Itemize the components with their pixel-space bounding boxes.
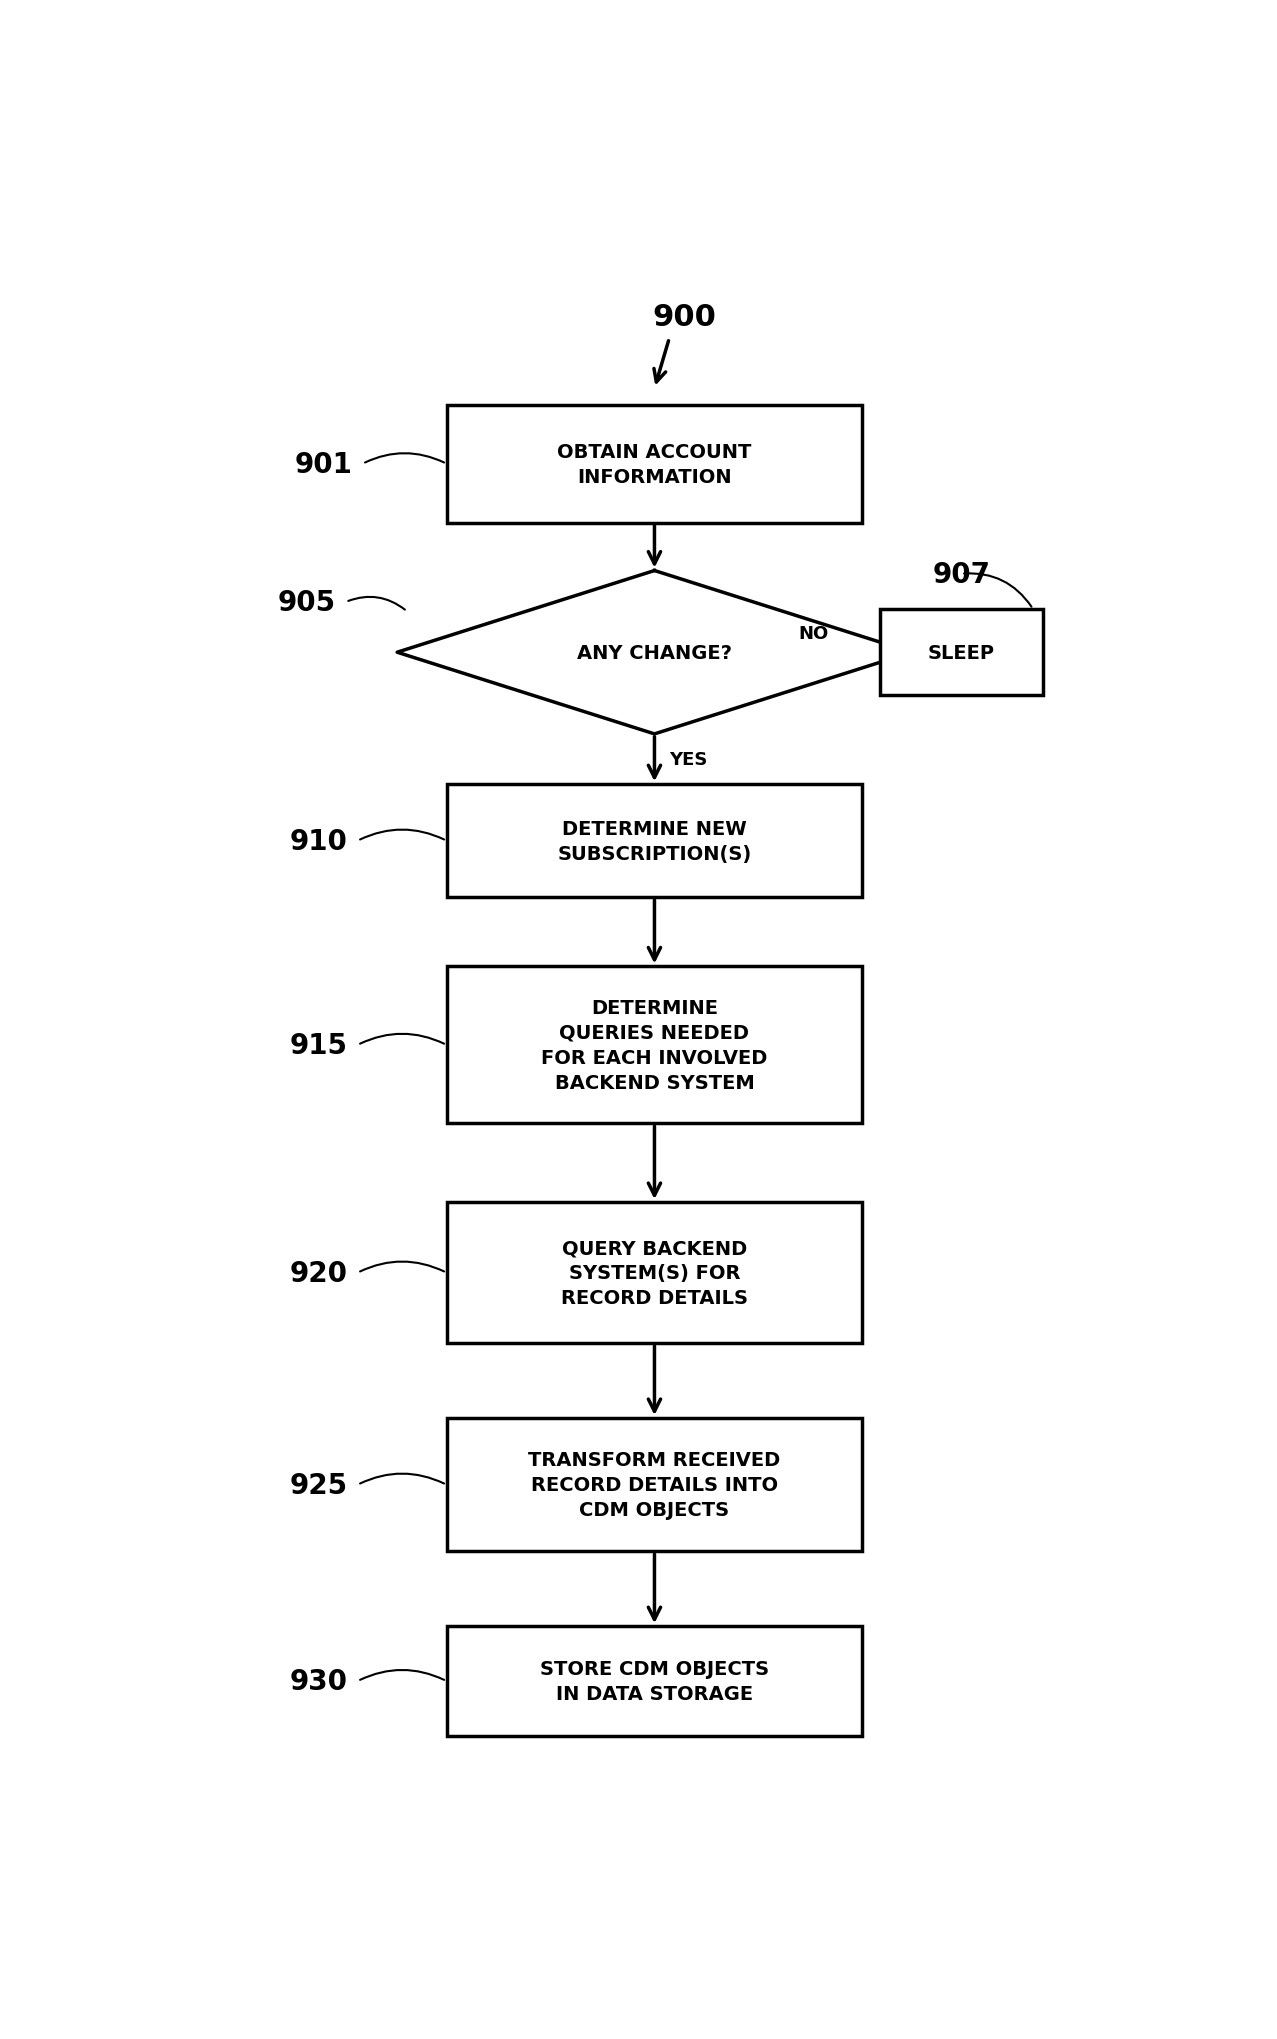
Text: 930: 930 bbox=[290, 1668, 347, 1694]
Text: 915: 915 bbox=[290, 1032, 347, 1060]
Text: NO: NO bbox=[798, 626, 829, 642]
Text: ANY CHANGE?: ANY CHANGE? bbox=[577, 644, 732, 663]
Text: STORE CDM OBJECTS
IN DATA STORAGE: STORE CDM OBJECTS IN DATA STORAGE bbox=[540, 1660, 769, 1703]
Text: 900: 900 bbox=[653, 302, 716, 332]
Text: 905: 905 bbox=[277, 589, 336, 616]
FancyBboxPatch shape bbox=[447, 966, 862, 1123]
Text: 901: 901 bbox=[295, 451, 352, 479]
FancyBboxPatch shape bbox=[447, 406, 862, 524]
FancyBboxPatch shape bbox=[447, 1627, 862, 1737]
Text: 910: 910 bbox=[290, 828, 347, 854]
Text: 925: 925 bbox=[290, 1470, 347, 1499]
Text: QUERY BACKEND
SYSTEM(S) FOR
RECORD DETAILS: QUERY BACKEND SYSTEM(S) FOR RECORD DETAI… bbox=[561, 1238, 748, 1307]
FancyBboxPatch shape bbox=[447, 785, 862, 897]
Text: YES: YES bbox=[669, 750, 707, 769]
Text: TRANSFORM RECEIVED
RECORD DETAILS INTO
CDM OBJECTS: TRANSFORM RECEIVED RECORD DETAILS INTO C… bbox=[529, 1450, 780, 1519]
Text: SLEEP: SLEEP bbox=[928, 644, 995, 663]
FancyBboxPatch shape bbox=[880, 610, 1043, 695]
Text: DETERMINE NEW
SUBSCRIPTION(S): DETERMINE NEW SUBSCRIPTION(S) bbox=[557, 820, 752, 862]
Polygon shape bbox=[397, 571, 912, 734]
FancyBboxPatch shape bbox=[447, 1203, 862, 1344]
Text: 920: 920 bbox=[290, 1258, 347, 1287]
Text: DETERMINE
QUERIES NEEDED
FOR EACH INVOLVED
BACKEND SYSTEM: DETERMINE QUERIES NEEDED FOR EACH INVOLV… bbox=[541, 999, 767, 1093]
Text: OBTAIN ACCOUNT
INFORMATION: OBTAIN ACCOUNT INFORMATION bbox=[557, 442, 752, 487]
FancyBboxPatch shape bbox=[447, 1419, 862, 1552]
Text: 907: 907 bbox=[932, 561, 990, 589]
